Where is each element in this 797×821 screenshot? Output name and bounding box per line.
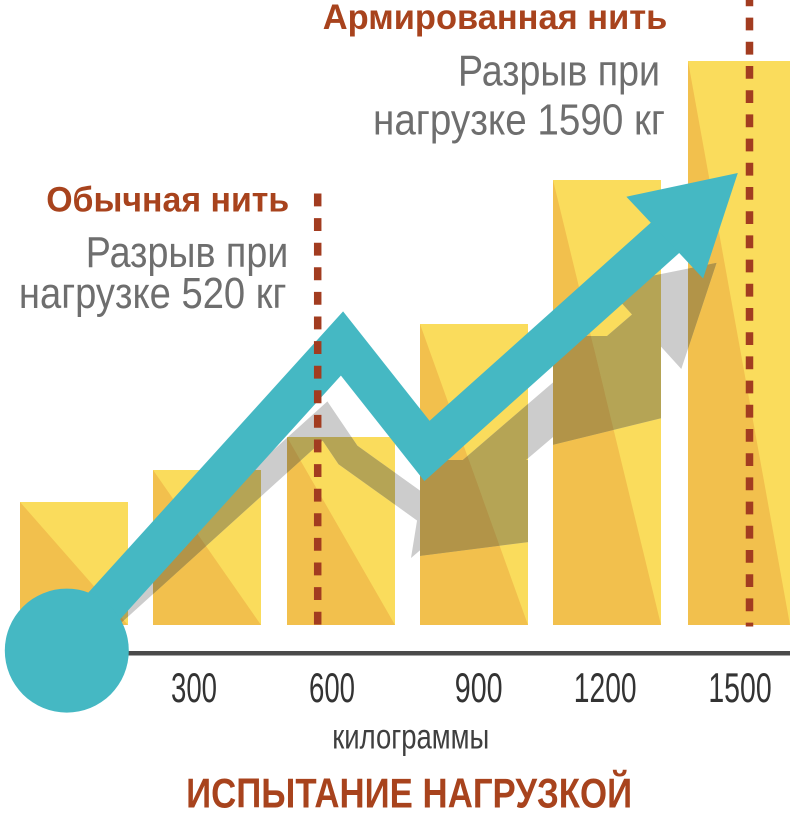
svg-text:Обычная нить: Обычная нить — [46, 180, 289, 219]
svg-text:900: 900 — [455, 664, 503, 711]
svg-text:Разрыв при: Разрыв при — [458, 46, 660, 95]
svg-text:600: 600 — [309, 664, 355, 711]
svg-text:300: 300 — [171, 664, 217, 711]
svg-text:нагрузке 520 кг: нагрузке 520 кг — [19, 269, 287, 318]
svg-text:Разрыв при: Разрыв при — [86, 228, 289, 277]
svg-text:ИСПЫТАНИЕ НАГРУЗКОЙ: ИСПЫТАНИЕ НАГРУЗКОЙ — [186, 771, 632, 817]
svg-text:нагрузке 1590 кг: нагрузке 1590 кг — [373, 95, 665, 144]
svg-text:1500: 1500 — [708, 664, 771, 711]
svg-text:1200: 1200 — [574, 664, 637, 711]
svg-text:Армированная нить: Армированная нить — [323, 0, 668, 37]
svg-text:килограммы: килограммы — [332, 716, 489, 756]
